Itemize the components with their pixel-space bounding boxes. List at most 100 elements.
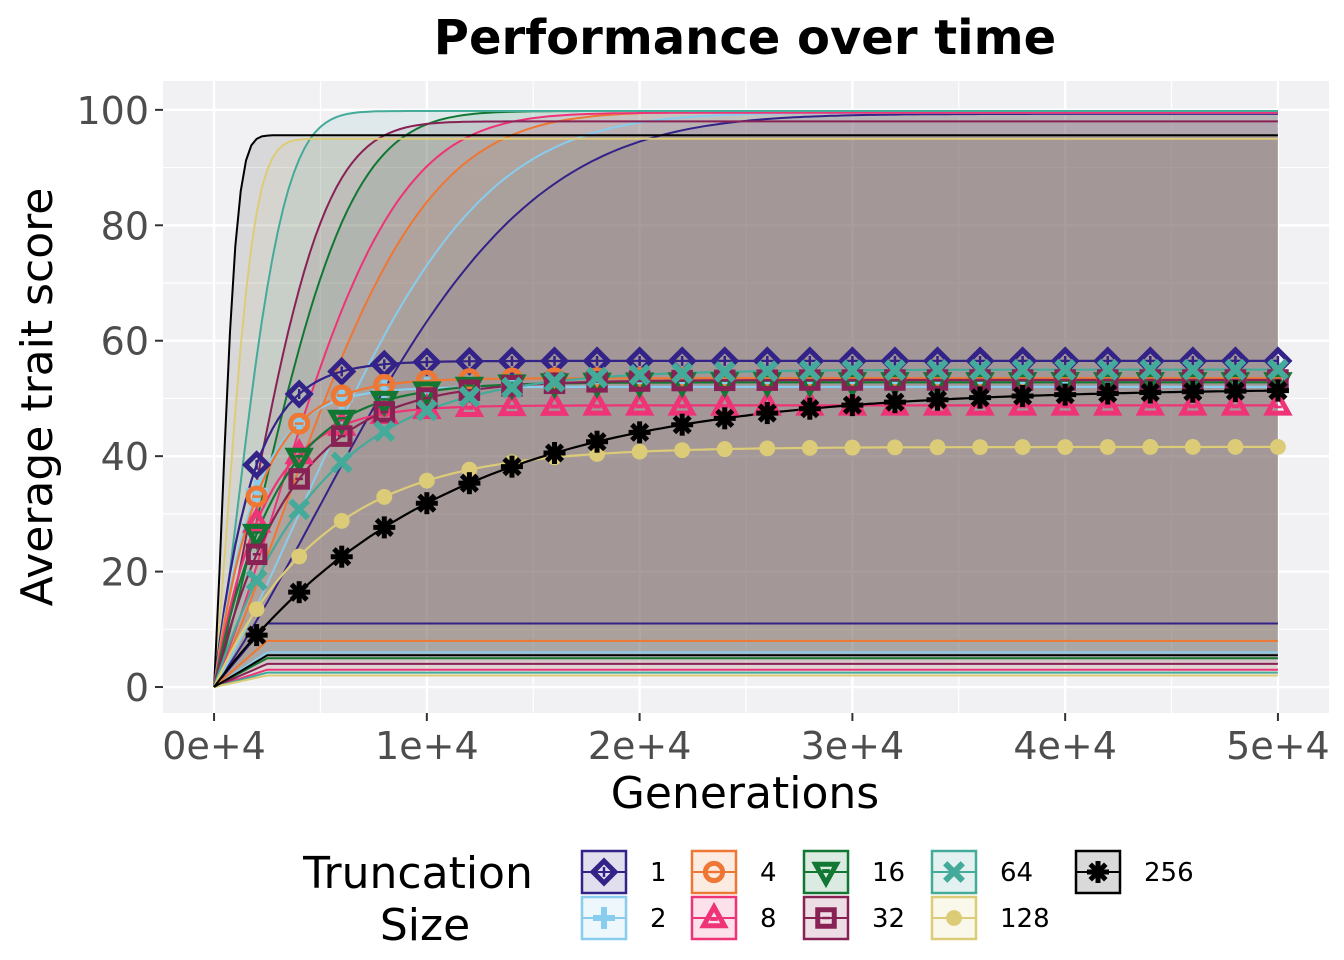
marker-128 bbox=[1099, 439, 1116, 455]
marker-256 bbox=[1181, 380, 1204, 403]
marker-64 bbox=[330, 451, 353, 474]
marker-256 bbox=[926, 388, 949, 411]
marker-128 bbox=[801, 439, 818, 456]
marker-256 bbox=[1011, 385, 1034, 408]
marker-8 bbox=[1135, 389, 1165, 416]
marker-256 bbox=[1054, 383, 1077, 406]
marker-64 bbox=[1224, 358, 1247, 381]
marker-64 bbox=[926, 358, 949, 381]
marker-256 bbox=[543, 441, 566, 464]
ribbon-128 bbox=[214, 138, 1278, 687]
legend-label-32: 32 bbox=[872, 904, 905, 934]
legend-item-2: 2 bbox=[580, 895, 667, 941]
legend-item-1: 1 bbox=[580, 849, 667, 895]
legend-label-16: 16 bbox=[872, 858, 905, 888]
ribbon-32 bbox=[214, 121, 1278, 687]
ribbon-4 bbox=[214, 111, 1278, 688]
marker-8 bbox=[1093, 389, 1123, 416]
marker-128 bbox=[759, 440, 776, 457]
marker-256 bbox=[798, 397, 821, 420]
ribbon-upper-128 bbox=[213, 137, 1278, 688]
marker-4 bbox=[330, 384, 353, 407]
marker-4 bbox=[288, 412, 311, 435]
marker-32 bbox=[245, 543, 268, 566]
marker-64 bbox=[969, 358, 991, 381]
marker-64 bbox=[373, 420, 396, 443]
marker-4 bbox=[245, 485, 268, 508]
marker-1 bbox=[284, 379, 314, 409]
ribbon-lower-16 bbox=[213, 657, 1278, 688]
marker-256 bbox=[245, 624, 268, 647]
legend-item-32: 32 bbox=[802, 895, 905, 941]
y-tick-label: 0 bbox=[125, 666, 149, 710]
y-axis-label: Average trait score bbox=[12, 188, 63, 607]
legend-label-4: 4 bbox=[760, 858, 777, 888]
marker-128 bbox=[716, 441, 733, 458]
legend-label-64: 64 bbox=[1000, 858, 1033, 888]
marker-64 bbox=[245, 569, 268, 592]
marker-128 bbox=[631, 443, 648, 460]
legend-label-8: 8 bbox=[760, 904, 777, 934]
marker-128 bbox=[1142, 439, 1159, 455]
marker-32 bbox=[330, 425, 353, 447]
marker-128 bbox=[291, 548, 308, 565]
marker-64 bbox=[415, 399, 438, 422]
legend-item-8: 8 bbox=[690, 895, 777, 941]
marker-256 bbox=[969, 386, 992, 409]
ribbon-lower-256 bbox=[213, 654, 1278, 688]
chart-title: Performance over time bbox=[434, 10, 1056, 66]
marker-256 bbox=[330, 545, 353, 568]
ribbon-64 bbox=[214, 111, 1278, 687]
marker-64 bbox=[756, 360, 779, 383]
marker-16 bbox=[327, 409, 357, 437]
y-tick-label: 60 bbox=[101, 320, 149, 364]
ribbon-8 bbox=[214, 112, 1278, 687]
ribbon-lower-64 bbox=[213, 671, 1278, 688]
ribbon-lower-8 bbox=[213, 668, 1278, 688]
marker-128 bbox=[1184, 439, 1201, 455]
axes: 0e+4 1e+4 2e+4 3e+4 4e+4 5e+4 0 20 40 60 80 100 bbox=[76, 89, 1329, 768]
ribbon-upper-32 bbox=[213, 120, 1278, 688]
ribbon-lower-32 bbox=[213, 662, 1278, 688]
marker-64 bbox=[713, 360, 736, 383]
legend-marker-8 bbox=[699, 901, 729, 929]
x-tick-label: 0e+4 bbox=[162, 724, 266, 768]
marker-128 bbox=[1057, 439, 1074, 455]
marker-128 bbox=[844, 439, 861, 456]
marker-64 bbox=[1267, 358, 1289, 381]
ribbon-1 bbox=[214, 113, 1278, 687]
legend-marker-64 bbox=[943, 861, 965, 883]
marker-128 bbox=[1227, 439, 1244, 455]
marker-128 bbox=[674, 442, 691, 459]
marker-64 bbox=[628, 363, 651, 386]
marker-64 bbox=[1054, 358, 1077, 381]
marker-8 bbox=[1220, 389, 1251, 416]
marker-128 bbox=[1270, 439, 1286, 455]
marker-64 bbox=[1181, 358, 1204, 381]
marker-128 bbox=[887, 439, 903, 456]
legend-item-64: 64 bbox=[930, 849, 1033, 895]
marker-8 bbox=[539, 389, 570, 416]
marker-64 bbox=[458, 385, 481, 408]
marker-256 bbox=[415, 492, 438, 515]
marker-256 bbox=[883, 391, 906, 414]
marker-64 bbox=[884, 359, 906, 381]
marker-16 bbox=[241, 523, 272, 551]
x-tick-label: 4e+4 bbox=[1013, 724, 1117, 768]
legend-label-1: 1 bbox=[650, 858, 667, 888]
ribbon-2 bbox=[214, 112, 1278, 687]
marker-64 bbox=[1139, 358, 1162, 381]
ribbon-lower-2 bbox=[213, 651, 1278, 688]
marker-128 bbox=[333, 513, 350, 529]
marker-256 bbox=[586, 430, 609, 453]
ribbon-upper-64 bbox=[213, 110, 1278, 688]
marker-64 bbox=[841, 359, 864, 382]
marker-128 bbox=[972, 439, 988, 456]
marker-256 bbox=[1096, 382, 1119, 405]
legend-marker-4 bbox=[702, 860, 726, 884]
legend-marker-32 bbox=[815, 907, 837, 929]
marker-256 bbox=[288, 581, 311, 604]
legend-label-2: 2 bbox=[650, 904, 667, 934]
legend-item-128: 128 bbox=[930, 895, 1050, 941]
